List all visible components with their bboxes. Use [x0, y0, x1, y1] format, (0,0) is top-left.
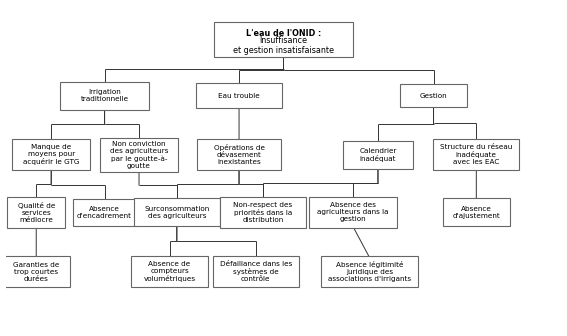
FancyBboxPatch shape [443, 199, 510, 226]
FancyBboxPatch shape [308, 197, 397, 228]
Text: Garanties de
trop courtes
durées: Garanties de trop courtes durées [13, 262, 60, 282]
FancyBboxPatch shape [130, 256, 209, 287]
FancyBboxPatch shape [321, 256, 418, 287]
FancyBboxPatch shape [73, 199, 137, 226]
FancyBboxPatch shape [400, 84, 467, 107]
Text: Gestion: Gestion [420, 92, 447, 98]
FancyBboxPatch shape [213, 256, 299, 287]
Text: Opérations de
dévasement
inexistantes: Opérations de dévasement inexistantes [214, 144, 265, 165]
Text: Absence légitimité
juridique des
associations d'irrigants: Absence légitimité juridique des associa… [328, 261, 411, 282]
FancyBboxPatch shape [7, 197, 65, 228]
Text: Eau trouble: Eau trouble [218, 92, 260, 98]
Text: Surconsommation
des agriculteurs: Surconsommation des agriculteurs [144, 206, 209, 219]
Text: Absence de
compteurs
volumétriques: Absence de compteurs volumétriques [143, 261, 196, 282]
FancyBboxPatch shape [197, 139, 281, 170]
Text: Structure du réseau
inadéquate
avec les EAC: Structure du réseau inadéquate avec les … [440, 144, 513, 165]
FancyBboxPatch shape [214, 22, 353, 57]
Text: Irrigation
traditionnelle: Irrigation traditionnelle [81, 89, 129, 102]
FancyBboxPatch shape [134, 199, 220, 226]
Text: Défaillance dans les
systèmes de
contrôle: Défaillance dans les systèmes de contrôl… [219, 261, 292, 282]
FancyBboxPatch shape [343, 141, 413, 169]
FancyBboxPatch shape [60, 82, 149, 110]
Text: Non-respect des
priorités dans la
distribution: Non-respect des priorités dans la distri… [233, 202, 293, 223]
Text: Calendrier
inadéquat: Calendrier inadéquat [359, 148, 397, 162]
Text: Absence des
agriculteurs dans la
gestion: Absence des agriculteurs dans la gestion [317, 203, 389, 222]
Text: L'eau de l'ONID :: L'eau de l'ONID : [246, 29, 321, 38]
Text: Insuffisance
et gestion insatisfaisante: Insuffisance et gestion insatisfaisante [233, 36, 334, 55]
FancyBboxPatch shape [220, 197, 306, 228]
Text: Qualité de
services
médiocre: Qualité de services médiocre [18, 202, 55, 223]
Text: Non conviction
des agriculteurs
par le goutte-à-
goutte: Non conviction des agriculteurs par le g… [110, 141, 168, 169]
FancyBboxPatch shape [3, 256, 70, 287]
FancyBboxPatch shape [433, 139, 519, 170]
FancyBboxPatch shape [100, 137, 178, 172]
Text: Absence
d'ajustement: Absence d'ajustement [452, 206, 500, 219]
Text: Manque de
moyens pour
acquérir le GTG: Manque de moyens pour acquérir le GTG [23, 144, 79, 165]
FancyBboxPatch shape [196, 83, 282, 108]
FancyBboxPatch shape [12, 139, 90, 170]
Text: Absence
d'encadrement: Absence d'encadrement [77, 206, 132, 219]
